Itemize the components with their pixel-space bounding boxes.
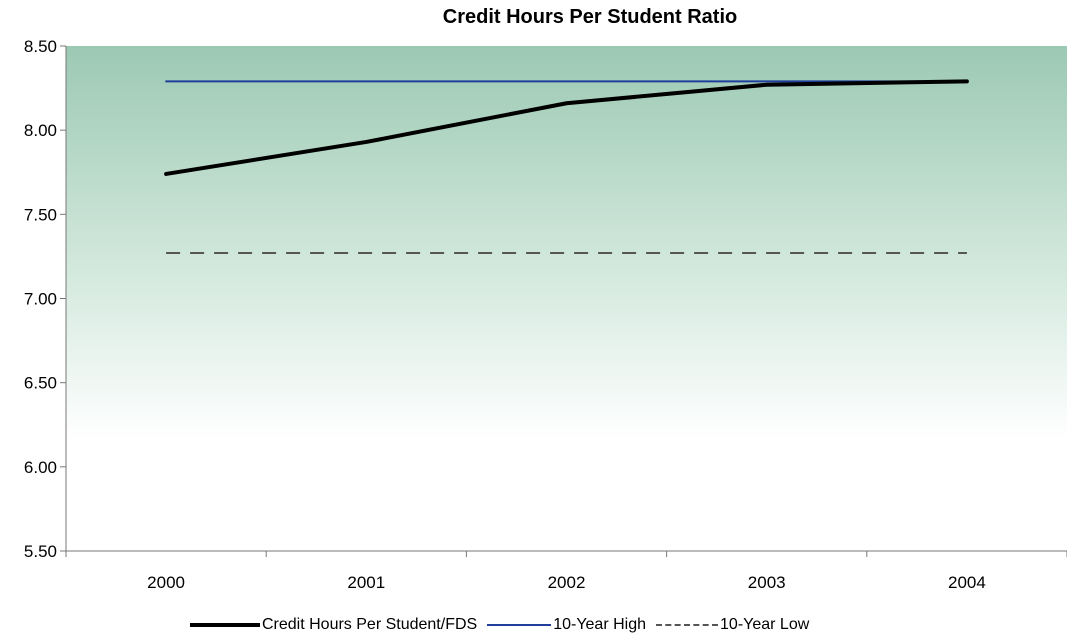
legend-item-credit-hours: Credit Hours Per Student/FDS [190,616,477,634]
y-axis-ticks: 8.50 8.00 7.50 7.00 6.50 6.00 5.50 [24,37,66,561]
legend-swatch-credit-hours [190,623,260,627]
line-chart: 8.508.007.507.006.506.005.50 2000 2001 200… [24,37,1067,592]
x-tick-label: 2000 [147,573,185,592]
x-tick-label: 2001 [347,573,385,592]
plot-area [66,46,1067,551]
x-axis-ticks: 2000 2001 2002 2003 2004 [65,551,1067,592]
legend-label-10-year-low: 10-Year Low [720,616,810,633]
legend-label-10-year-high: 10-Year High [553,616,647,633]
y-tick-label: 8.50 [24,37,57,56]
y-tick-label: 5.50 [24,542,57,561]
series-layer [164,79,969,255]
y-tick-label: 7.00 [24,290,57,309]
x-tick-label: 2002 [548,573,586,592]
chart-title: Credit Hours Per Student Ratio [442,6,738,28]
series-line-credit-hours-per-student-fds [164,79,969,176]
legend: Credit Hours Per Student/FDS 10-Year Hig… [190,614,809,636]
legend-swatch-10-year-high [487,624,552,626]
x-tick-label: 2004 [948,573,986,592]
y-tick-label: 8.00 [24,121,57,140]
legend-item-10-year-low: 10-Year Low [656,616,809,634]
legend-swatch-10-year-low [656,624,719,626]
legend-item-10-year-high: 10-Year High [487,616,646,634]
y-tick-label: 7.50 [24,205,57,224]
y-tick-label: 6.50 [24,374,57,393]
legend-label-credit-hours: Credit Hours Per Student/FDS [262,616,478,633]
x-tick-label: 2003 [748,573,786,592]
y-tick-label: 6.00 [24,458,57,477]
